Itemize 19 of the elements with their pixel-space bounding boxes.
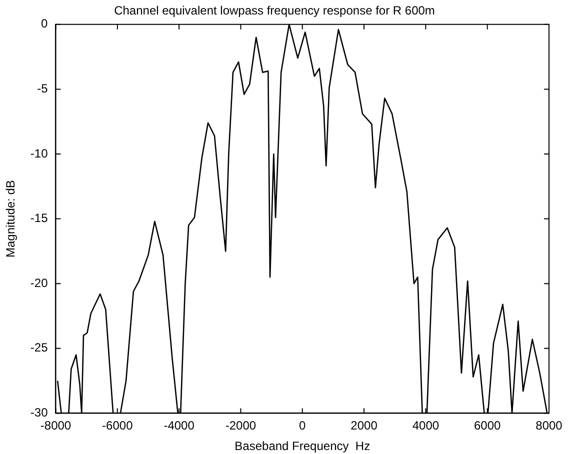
x-tick-label: -4000 <box>164 418 195 433</box>
y-tick-label: -10 <box>30 146 48 160</box>
x-axis-title: Baseband Frequency Hz <box>234 439 370 454</box>
x-tick-label: -6000 <box>102 418 134 433</box>
y-tick-label: -30 <box>30 406 48 420</box>
x-tick-label: 0 <box>299 418 306 433</box>
x-tick-label: 6000 <box>474 418 502 433</box>
y-tick-label: -20 <box>30 276 48 290</box>
y-tick-label: -25 <box>30 340 48 355</box>
y-axis-title: Magnitude: dB <box>4 180 18 258</box>
y-tick-label: 0 <box>41 16 48 31</box>
x-tick-label: -2000 <box>225 418 256 433</box>
x-tick-label: -8000 <box>40 418 72 433</box>
x-tick-label: 4000 <box>412 418 440 433</box>
y-tick-label: -15 <box>30 211 48 226</box>
x-tick-label: 8000 <box>536 418 563 433</box>
x-tick-label: 2000 <box>350 418 378 433</box>
y-tick-label: -5 <box>37 82 48 96</box>
chart-title: Channel equivalent lowpass frequency response for R 600m <box>114 4 435 18</box>
